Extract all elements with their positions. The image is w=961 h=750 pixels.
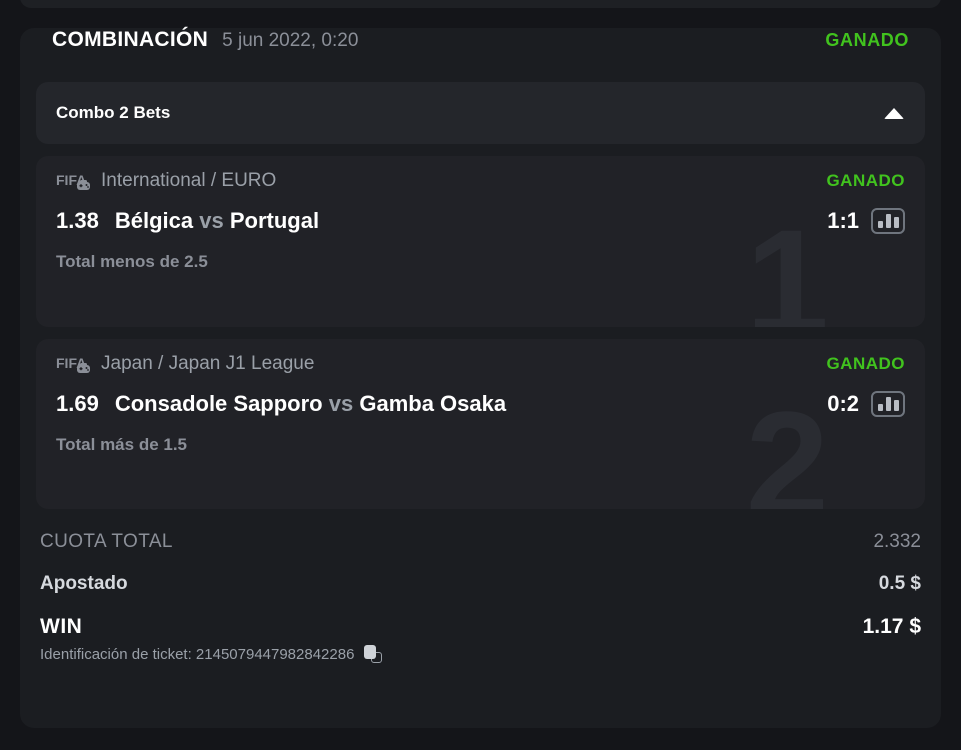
win-value: 1.17 $ <box>862 615 921 638</box>
page-title: COMBINACIÓN <box>52 28 209 51</box>
total-odds-value: 2.332 <box>873 531 921 552</box>
fifa-esports-icon: FIFA <box>56 171 92 191</box>
fifa-esports-icon: FIFA <box>56 354 92 374</box>
win-row: WIN 1.17 $ <box>40 615 921 639</box>
home-team: Bélgica <box>114 208 194 233</box>
bet-row[interactable]: 1 FIFA <box>36 156 925 327</box>
bet-market: Total más de 1.5 <box>56 435 188 454</box>
chevron-up-icon[interactable] <box>883 102 905 124</box>
ticket-id-text: Identificación de ticket: 21450794479828… <box>40 645 355 663</box>
league-name: Japan / Japan J1 League <box>101 353 315 374</box>
bet-league-line: FIFA International / EURO <box>56 170 905 192</box>
ticket-id-row: Identificación de ticket: 21450794479828… <box>40 645 921 663</box>
vs-separator: vs <box>328 391 354 416</box>
home-team: Consadole Sapporo <box>114 391 323 416</box>
previous-card-edge <box>20 0 941 8</box>
match-teams: Consadole Sapporo vs Gamba Osaka <box>115 391 506 417</box>
match-score: 0:2 <box>827 391 859 416</box>
total-odds-label: CUOTA TOTAL <box>40 531 173 552</box>
bet-odds: 1.38 <box>56 208 99 233</box>
stake-label: Apostado <box>40 573 128 594</box>
bar-chart-icon[interactable] <box>871 208 905 234</box>
away-team: Gamba Osaka <box>359 391 507 416</box>
match-teams: Bélgica vs Portugal <box>115 208 319 234</box>
bet-market: Total menos de 2.5 <box>56 252 208 271</box>
stake-row: Apostado 0.5 $ <box>40 573 921 595</box>
win-label: WIN <box>40 615 83 638</box>
bar-chart-icon[interactable] <box>871 391 905 417</box>
combo-label: Combo 2 Bets <box>56 103 171 122</box>
stake-value: 0.5 $ <box>878 573 921 594</box>
bet-odds: 1.69 <box>56 391 99 416</box>
away-team: Portugal <box>229 208 320 233</box>
bet-timestamp: 5 jun 2022, 0:20 <box>222 30 359 51</box>
bet-row[interactable]: 2 FIFA <box>36 339 925 509</box>
match-score: 1:1 <box>827 208 859 233</box>
score-group: 0:2 <box>827 391 905 417</box>
league-name: International / EURO <box>101 170 277 191</box>
ticket-card: COMBINACIÓN 5 jun 2022, 0:20 GANADO Comb… <box>20 28 941 728</box>
bet-status-badge: GANADO <box>826 354 905 373</box>
bet-match-line: 1.38 Bélgica vs Portugal 1:1 <box>56 208 905 234</box>
combo-header-bar[interactable]: Combo 2 Bets <box>36 82 925 144</box>
status-badge: GANADO <box>825 30 909 50</box>
bet-match-line: 1.69 Consadole Sapporo vs Gamba Osaka 0:… <box>56 391 905 417</box>
copy-icon[interactable] <box>364 645 383 663</box>
summary-section: CUOTA TOTAL 2.332 Apostado 0.5 $ WIN 1.1… <box>36 531 925 663</box>
score-group: 1:1 <box>827 208 905 234</box>
vs-separator: vs <box>199 208 224 233</box>
bet-league-line: FIFA Japan / Japan J1 League <box>56 353 905 375</box>
bet-status-badge: GANADO <box>826 171 905 190</box>
total-odds-row: CUOTA TOTAL 2.332 <box>40 531 921 553</box>
card-header: COMBINACIÓN 5 jun 2022, 0:20 GANADO <box>36 28 925 80</box>
